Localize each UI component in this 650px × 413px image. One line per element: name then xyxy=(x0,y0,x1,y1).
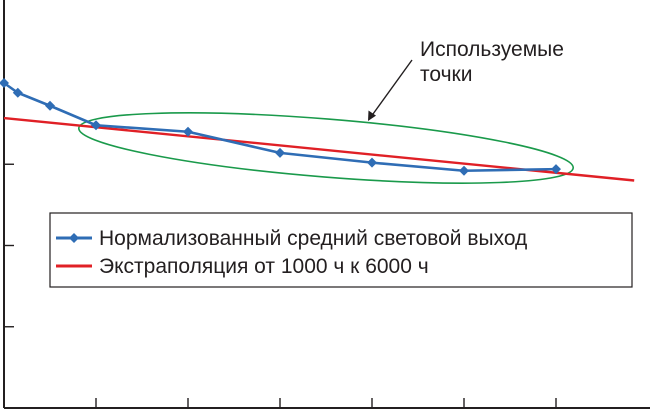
data-point-2 xyxy=(45,100,55,111)
data-point-6 xyxy=(367,157,377,168)
legend-label-measured: Нормализованный средний световой выход xyxy=(99,227,527,250)
annotation-line-1: Используемые xyxy=(420,38,564,61)
legend-item-extrapolation: Экстраполяция от 1000 ч к 6000 ч xyxy=(56,255,429,278)
data-point-4 xyxy=(183,126,193,137)
legend: Нормализованный средний световой выход Э… xyxy=(49,212,633,288)
data-point-7 xyxy=(459,165,469,176)
data-point-3 xyxy=(91,120,101,131)
used-points-ellipse xyxy=(77,112,575,184)
data-point-5 xyxy=(275,147,285,158)
data-point-1 xyxy=(12,87,23,98)
legend-diamond-marker xyxy=(69,233,79,243)
legend-label-extrapolation: Экстраполяция от 1000 ч к 6000 ч xyxy=(99,255,429,278)
series-layer xyxy=(0,78,635,182)
data-point-0 xyxy=(0,78,9,88)
legend-item-measured: Нормализованный средний световой выход xyxy=(56,227,527,250)
axis-ticks xyxy=(4,163,557,408)
annotation-line-2: точки xyxy=(420,63,472,86)
data-point-8 xyxy=(551,164,561,175)
annotation-arrow xyxy=(368,59,413,121)
